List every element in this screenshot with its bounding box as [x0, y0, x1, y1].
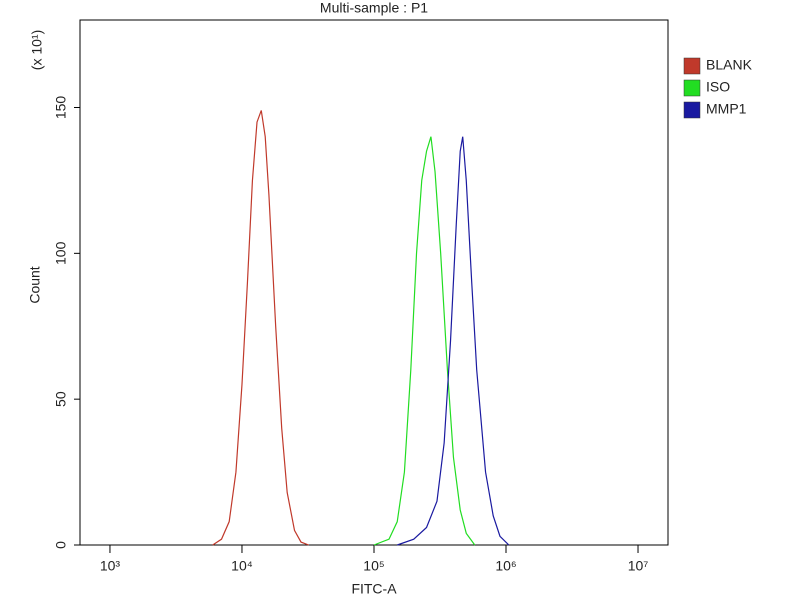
histogram-line	[373, 136, 476, 546]
y-multiplier: (x 10¹)	[29, 30, 45, 70]
x-axis-label: FITC-A	[351, 581, 397, 597]
x-tick-label: 10⁷	[628, 558, 649, 574]
legend-label: BLANK	[706, 57, 753, 73]
legend-swatch	[683, 79, 701, 97]
x-tick-label: 10⁵	[363, 558, 384, 574]
chart-title: Multi-sample : P1	[320, 0, 428, 16]
x-tick-label: 10⁶	[495, 558, 516, 574]
legend-label: ISO	[706, 79, 730, 95]
x-tick-label: 10³	[100, 558, 121, 574]
y-tick-label: 100	[53, 241, 69, 265]
histogram-line	[397, 136, 510, 546]
legend-swatch	[683, 57, 701, 75]
legend-swatch	[683, 101, 701, 119]
y-tick-label: 0	[53, 541, 69, 549]
legend-label: MMP1	[706, 101, 747, 117]
histogram-line	[212, 110, 309, 546]
plot-frame	[79, 19, 669, 546]
y-tick-label: 50	[53, 391, 69, 407]
x-tick-label: 10⁴	[231, 558, 253, 574]
y-tick-label: 150	[53, 96, 69, 120]
y-axis-label: Count	[27, 266, 43, 303]
